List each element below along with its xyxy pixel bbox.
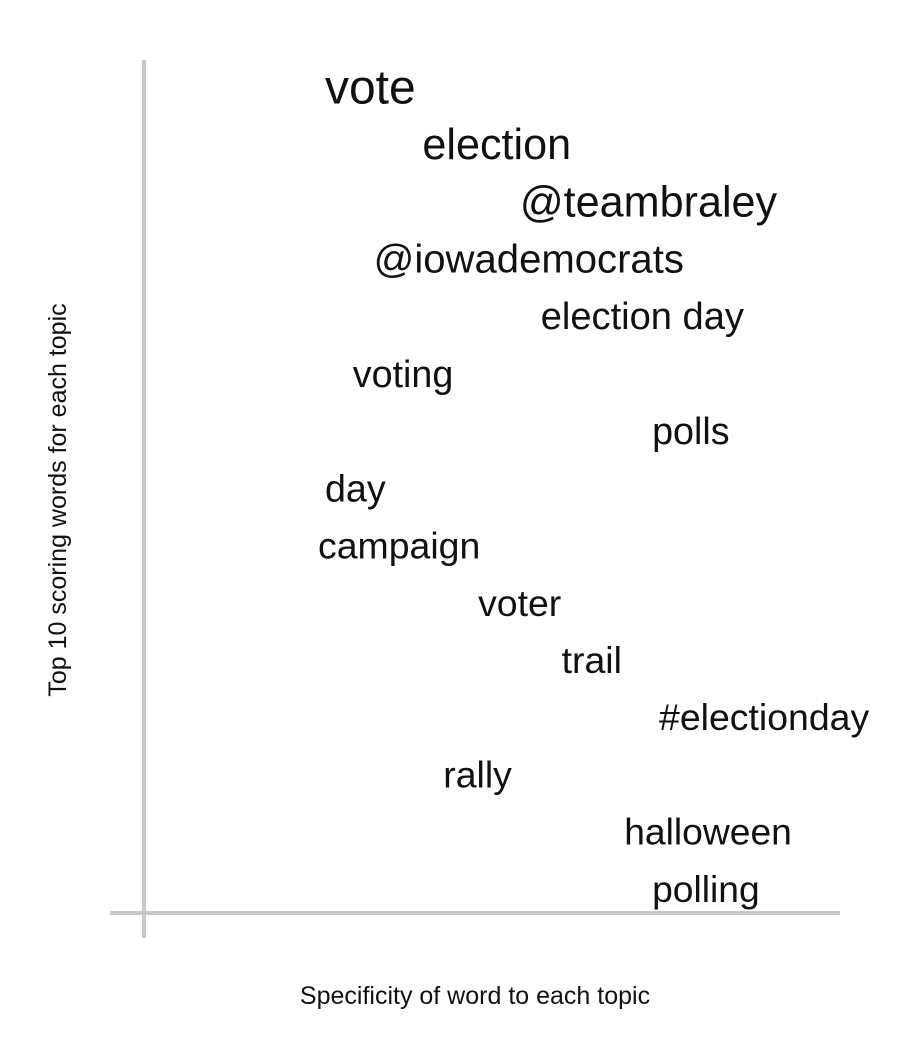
word-label: campaign [318, 525, 480, 567]
word-label: election day [541, 296, 744, 338]
word-label: polls [652, 410, 729, 452]
word-label: rally [443, 753, 512, 795]
x-axis-title: Specificity of word to each topic [300, 982, 650, 1010]
word-label: #electionday [659, 696, 869, 738]
word-label: halloween [624, 811, 792, 853]
word-label: day [325, 467, 386, 509]
word-label: vote [325, 62, 416, 115]
word-label: election [422, 121, 571, 169]
word-label: @iowademocrats [374, 238, 684, 282]
word-label: voter [478, 582, 561, 624]
y-axis-title: Top 10 scoring words for each topic [44, 303, 72, 696]
word-label: voting [353, 353, 453, 395]
word-label: @teambraley [520, 178, 778, 226]
word-label: polling [652, 868, 760, 910]
word-label: trail [562, 639, 622, 681]
